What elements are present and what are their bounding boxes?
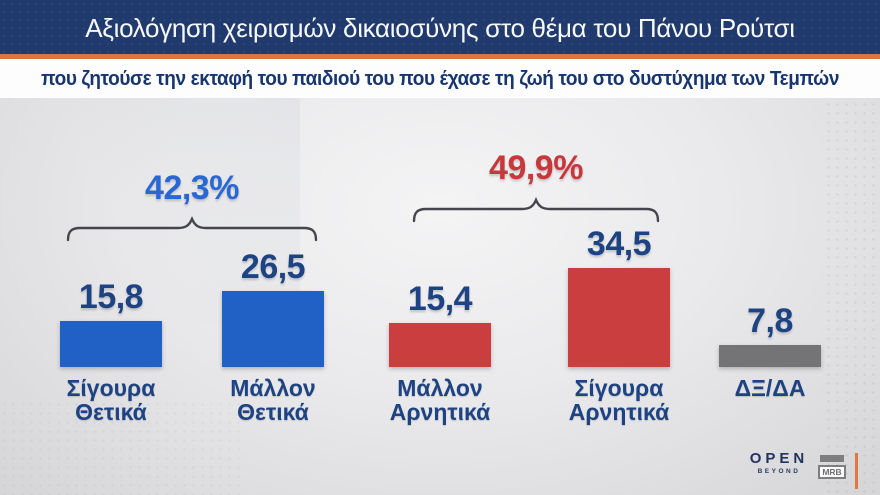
open-channel-logo: OPEN BEYOND	[748, 450, 810, 475]
bar-value-label: 15,4	[407, 280, 473, 318]
orange-accent-tick	[855, 453, 858, 489]
mrb-logo-bar	[820, 455, 844, 462]
group-total-positive: 42,3%	[145, 169, 239, 207]
bar-value-label: 15,8	[78, 278, 144, 316]
background-shade	[0, 95, 300, 325]
bar-category-label: Σίγουρα Αρνητικά	[568, 375, 670, 426]
bar	[389, 323, 491, 367]
bar-group-5: 7,8 ΔΞ/ΔΑ	[695, 98, 845, 495]
bar-group-2: 26,5 Μάλλον Θετικά	[198, 98, 348, 495]
bar-value-label: 7,8	[747, 302, 793, 340]
mrb-logo: MRB	[818, 455, 846, 479]
bar-category-label: Σίγουρα Θετικά	[66, 375, 156, 426]
bar-category-label: ΔΞ/ΔΑ	[734, 375, 806, 401]
group-total-negative: 49,9%	[489, 149, 583, 187]
bar	[568, 268, 670, 367]
bar	[60, 321, 162, 367]
mrb-logo-text: MRB	[818, 465, 846, 479]
bar-group-3: 15,4 Μάλλον Αρνητικά	[365, 98, 515, 495]
page-title: Αξιολόγηση χειρισμών δικαιοσύνης στο θέμ…	[85, 13, 795, 43]
open-logo-subtext: BEYOND	[757, 468, 801, 475]
subtitle-band: που ζητούσε την εκταφή του παιδιού του π…	[0, 59, 880, 98]
brace-positive-group	[66, 215, 318, 242]
bar	[222, 291, 324, 367]
accent-divider	[0, 54, 880, 59]
dot-texture-bottom-left	[0, 400, 240, 495]
bar-value-label: 26,5	[240, 248, 306, 286]
bar-group-1: 15,8 Σίγουρα Θετικά	[36, 98, 186, 495]
page-subtitle: που ζητούσε την εκταφή του παιδιού του π…	[40, 68, 840, 90]
bar	[719, 345, 821, 367]
bar-chart: 42,3% 49,9% 15,8 Σίγουρα Θετικά 26,5 Μάλλον Θ…	[0, 98, 880, 495]
bar-group-4: 34,5 Σίγουρα Αρνητικά	[544, 98, 694, 495]
brace-negative-group	[412, 196, 660, 223]
bar-category-label: Μάλλον Αρνητικά	[389, 375, 491, 426]
bar-category-label: Μάλλον Θετικά	[230, 375, 316, 426]
dot-texture-right	[824, 100, 880, 495]
bar-value-label: 34,5	[586, 225, 652, 263]
header-band: Αξιολόγηση χειρισμών δικαιοσύνης στο θέμ…	[0, 0, 880, 54]
open-logo-text: OPEN	[749, 450, 809, 467]
